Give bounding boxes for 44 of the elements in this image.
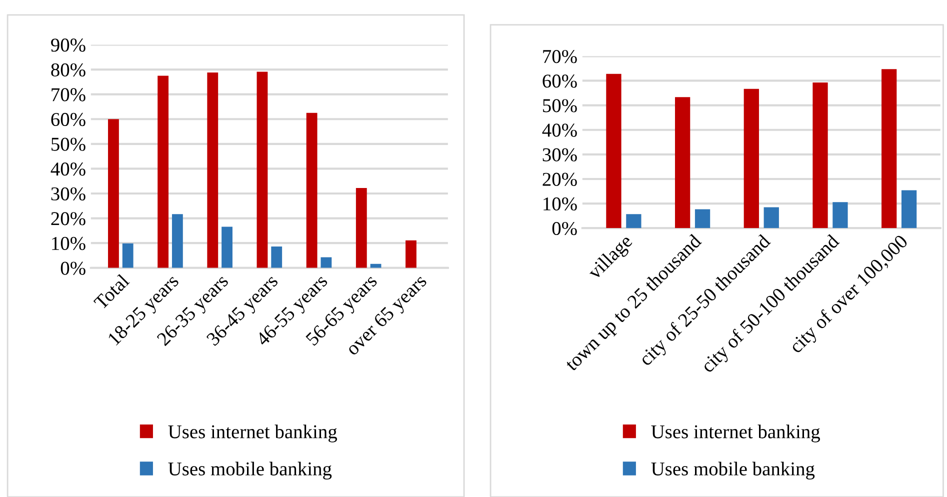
y-tick-label: 70% xyxy=(543,50,577,64)
y-tick-label: 40% xyxy=(50,162,86,176)
bar xyxy=(744,88,759,228)
bar xyxy=(764,207,779,228)
bar xyxy=(256,72,268,268)
bar xyxy=(626,214,642,228)
y-tick-label: 10% xyxy=(544,197,577,211)
y-tick-label: 70% xyxy=(52,88,86,102)
bar xyxy=(406,240,416,268)
bar xyxy=(271,246,282,268)
y-tick-label: 60% xyxy=(51,112,86,126)
bar xyxy=(694,209,710,228)
y-tick-label: 40% xyxy=(542,124,577,137)
y-tick-label: 60% xyxy=(542,74,577,88)
y-tick-label: 50% xyxy=(543,99,577,112)
bar xyxy=(882,69,897,228)
bar xyxy=(812,82,828,228)
bar xyxy=(606,74,622,228)
legend-label: Uses internet banking xyxy=(651,424,820,442)
y-tick-label: 0% xyxy=(60,262,86,275)
y-tick-label: 80% xyxy=(51,63,86,77)
y-tick-label: 0% xyxy=(552,222,577,236)
y-tick-label: 50% xyxy=(52,138,86,151)
bar xyxy=(674,97,690,228)
legend-label: Uses internet banking xyxy=(168,424,338,442)
bar xyxy=(222,226,232,268)
legend-label: Uses mobile banking xyxy=(651,462,815,480)
bar xyxy=(320,257,332,268)
bar xyxy=(901,190,917,228)
legend-label: Uses mobile banking xyxy=(168,462,332,480)
y-tick-label: 20% xyxy=(51,212,86,226)
bar xyxy=(122,243,134,268)
bar xyxy=(172,214,183,268)
y-tick-label: 90% xyxy=(51,38,86,52)
y-tick-label: 10% xyxy=(52,236,86,250)
bar xyxy=(832,202,848,228)
bar xyxy=(306,112,318,268)
bar xyxy=(158,76,169,268)
bar xyxy=(108,119,119,268)
bar xyxy=(207,72,218,268)
y-tick-label: 20% xyxy=(542,172,577,186)
bar xyxy=(356,188,367,268)
y-tick-label: 30% xyxy=(51,187,86,200)
y-tick-label: 30% xyxy=(542,148,577,162)
